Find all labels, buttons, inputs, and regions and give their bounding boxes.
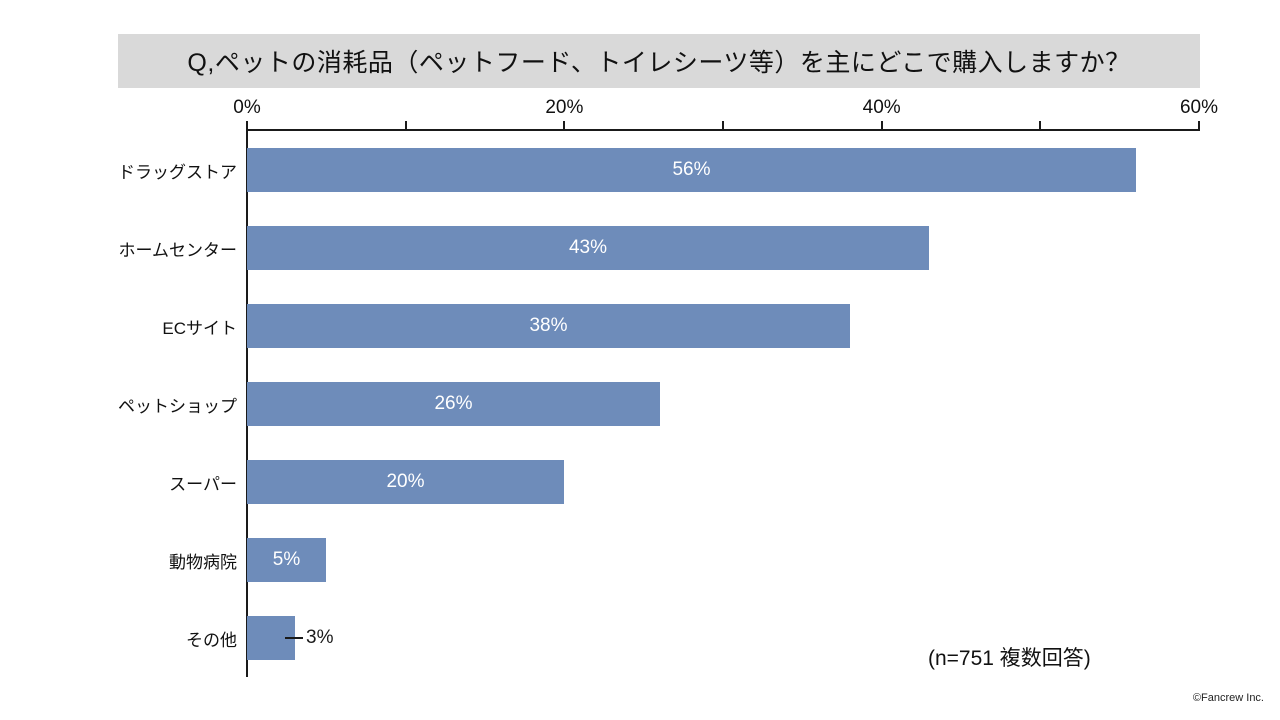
x-axis-tick-label: 0% xyxy=(233,97,261,118)
x-axis-tick xyxy=(1198,121,1200,129)
value-label: 20% xyxy=(386,471,425,492)
value-label-leader-line xyxy=(285,637,303,639)
x-axis-tick xyxy=(1039,121,1042,129)
copyright-footer: ©Fancrew Inc. xyxy=(1192,692,1264,704)
bar-4 xyxy=(247,382,660,426)
x-axis-tick xyxy=(246,121,248,129)
category-label: ペットショップ xyxy=(118,396,237,416)
x-axis-tick-label: 20% xyxy=(545,97,584,118)
value-label: 5% xyxy=(272,549,301,570)
chart-title-banner: Q,ペットの消耗品（ペットフード、トイレシーツ等）を主にどこで購入しますか？ xyxy=(118,34,1200,88)
bar-2 xyxy=(247,226,929,270)
category-label: ホームセンター xyxy=(118,240,238,260)
value-label: 3% xyxy=(306,627,334,648)
value-label: 43% xyxy=(568,237,608,258)
category-label: スーパー xyxy=(169,474,237,494)
sample-size-note: (n=751 複数回答) xyxy=(928,647,1091,670)
bar-3 xyxy=(247,304,850,348)
category-label: ECサイト xyxy=(162,318,237,338)
bar-6 xyxy=(247,538,326,582)
x-axis-tick-label: 40% xyxy=(862,97,901,118)
category-label: ドラッグストア xyxy=(118,162,237,182)
category-label: 動物病院 xyxy=(169,552,237,572)
value-label: 38% xyxy=(529,315,568,336)
x-axis-tick xyxy=(722,121,724,129)
value-label: 56% xyxy=(672,159,711,180)
chart-title: Q,ペットの消耗品（ペットフード、トイレシーツ等）を主にどこで購入しますか？ xyxy=(187,49,1131,77)
x-axis-line xyxy=(247,129,1200,131)
value-label: 26% xyxy=(434,393,473,414)
x-axis-tick-label: 60% xyxy=(1179,97,1219,118)
bar-5 xyxy=(247,460,564,504)
bar-1 xyxy=(247,148,1136,192)
x-axis-tick xyxy=(563,121,566,129)
category-label: その他 xyxy=(186,630,237,650)
x-axis-tick xyxy=(404,121,407,129)
x-axis-tick xyxy=(880,121,883,129)
